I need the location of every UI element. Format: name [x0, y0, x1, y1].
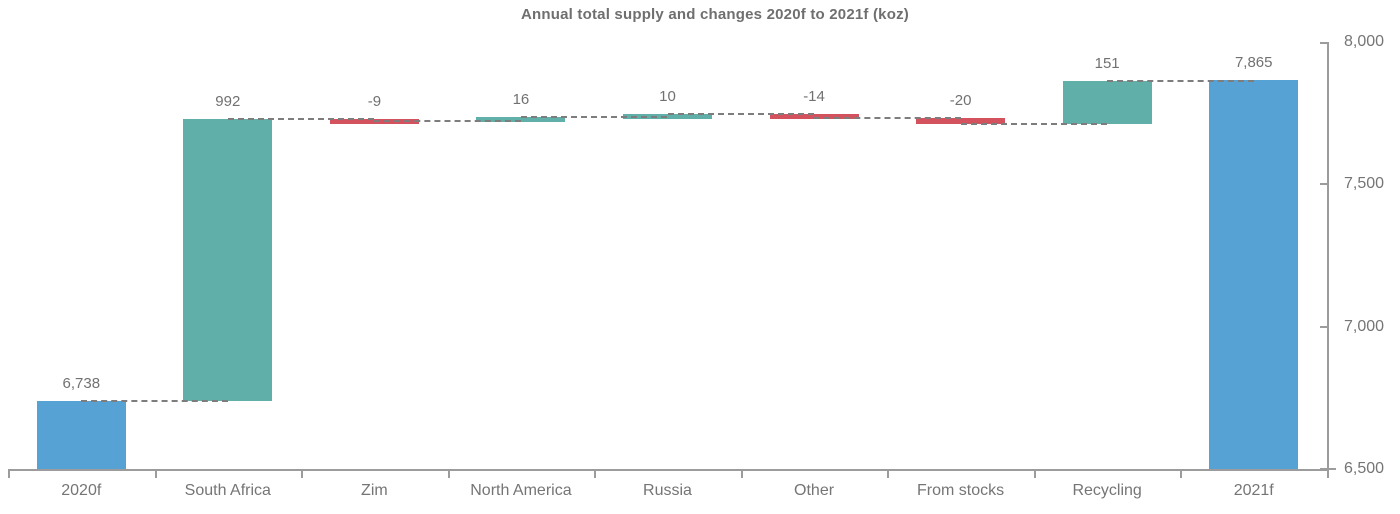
bar-value-label: 6,738	[62, 375, 101, 393]
y-axis-tick	[1320, 183, 1329, 186]
bar-value-label: 10	[659, 88, 676, 106]
waterfall-connector	[520, 115, 668, 118]
bar-value-label: -14	[803, 88, 825, 106]
bar-value-label: 992	[215, 92, 241, 110]
x-axis-category-label-other: Other	[794, 482, 835, 499]
bar-value-label: 7,865	[1234, 54, 1273, 72]
x-axis-tick	[8, 469, 10, 478]
y-axis-tick	[1320, 468, 1336, 470]
waterfall-bar-2021f	[1209, 80, 1299, 469]
waterfall-connector	[960, 122, 1108, 125]
x-axis-category-label-from-stocks: From stocks	[917, 482, 1005, 499]
x-axis-tick	[740, 469, 743, 478]
x-axis-category-label-north-america: North America	[470, 482, 572, 499]
x-axis-category-label-russia: Russia	[643, 482, 692, 499]
waterfall-connector	[227, 117, 375, 120]
y-axis-tick-label: 8,000	[1344, 33, 1385, 50]
bar-value-label: -20	[949, 92, 972, 109]
x-axis-category-label-recycling: Recycling	[1072, 482, 1142, 499]
waterfall-connector	[374, 120, 521, 123]
y-axis-tick	[1320, 42, 1329, 44]
x-axis-category-label-zim: Zim	[361, 482, 388, 499]
x-axis-tick	[1327, 469, 1329, 478]
waterfall-bar-2020f	[36, 401, 126, 469]
waterfall-connector	[81, 400, 228, 403]
bar-value-label: -9	[367, 92, 382, 110]
bar-value-label: 151	[1094, 54, 1120, 72]
waterfall-bar-recycling	[1062, 80, 1152, 124]
waterfall-connector	[667, 113, 815, 116]
x-axis-tick	[594, 469, 597, 478]
y-axis-tick-label: 7,500	[1344, 175, 1385, 193]
waterfall-bar-from-stocks	[916, 118, 1006, 124]
x-axis-line	[8, 469, 1329, 471]
y-axis-tick	[1320, 325, 1329, 328]
x-axis-tick	[447, 469, 450, 478]
waterfall-bar-other	[769, 114, 859, 120]
y-axis-tick-label: 6,500	[1344, 460, 1385, 477]
bar-value-label: 16	[512, 90, 530, 108]
x-axis-category-label-2020f: 2020f	[61, 482, 102, 499]
x-axis-category-label-south-africa: South Africa	[184, 482, 271, 499]
y-axis-line	[1327, 42, 1329, 471]
waterfall-bar-north-america	[476, 116, 566, 122]
chart-title: Annual total supply and changes 2020f to…	[521, 6, 909, 23]
waterfall-bar-russia	[623, 114, 712, 120]
waterfall-connector	[1107, 79, 1254, 82]
x-axis-tick	[301, 469, 304, 478]
waterfall-connector	[814, 117, 961, 119]
x-axis-tick	[1033, 469, 1036, 478]
y-axis-tick-label: 7,000	[1344, 317, 1385, 335]
waterfall-bar-south-africa	[183, 118, 273, 402]
x-axis-tick	[154, 469, 157, 478]
x-axis-category-label-2021f: 2021f	[1233, 482, 1274, 499]
x-axis-tick	[887, 469, 890, 478]
x-axis-tick	[1180, 469, 1183, 478]
